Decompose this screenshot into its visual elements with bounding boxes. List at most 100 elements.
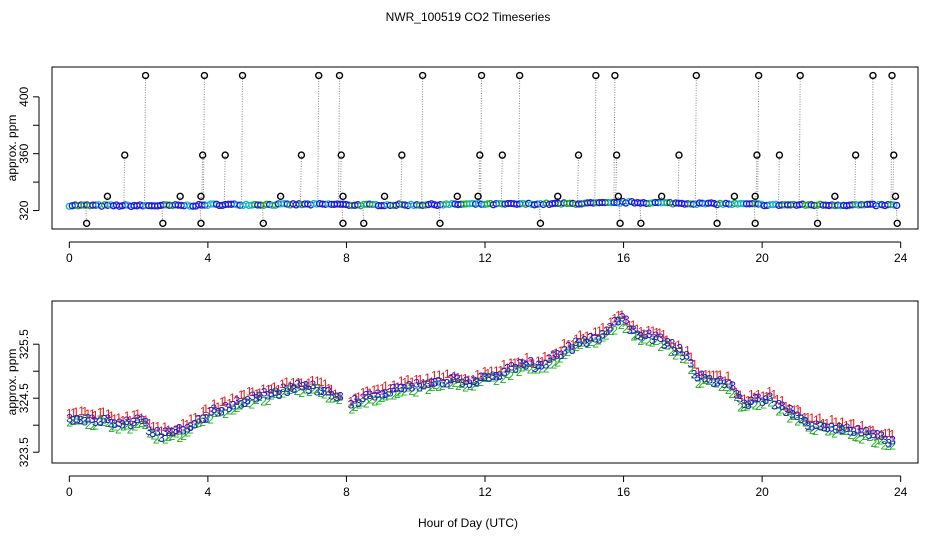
- series-3-point: 3: [318, 384, 325, 398]
- series-2-point: 2: [611, 324, 618, 338]
- series-3-point: 3: [276, 388, 283, 402]
- series-3-point: 3: [836, 420, 843, 434]
- series-2-point: 2: [180, 429, 187, 443]
- series-2-point: 2: [142, 418, 149, 432]
- series-1-point: 1: [809, 411, 816, 425]
- series-1-point: 1: [97, 406, 104, 420]
- series-1-point: 1: [515, 355, 522, 369]
- series-1-point: 1: [859, 419, 866, 433]
- series-3-point: 3: [478, 370, 485, 384]
- baseline-points: [65, 197, 901, 211]
- series-1-point: 1: [862, 424, 869, 438]
- series-2-point: 2: [157, 430, 164, 444]
- series-3-point: 3: [134, 412, 141, 426]
- series-1-point: 1: [679, 345, 686, 359]
- series-3-point: 3: [92, 415, 99, 429]
- series-2-point: 2: [367, 392, 374, 406]
- series-3-point: 3: [522, 359, 529, 373]
- series-2-point: 2: [268, 388, 275, 402]
- series-2-point: 2: [352, 400, 359, 414]
- series-1-point: 1: [482, 364, 489, 378]
- series-2-point: 2: [401, 385, 408, 399]
- series-3-point: 3: [550, 349, 557, 363]
- spike-point: [536, 219, 545, 228]
- series-2-point: 2: [752, 399, 759, 413]
- series-3-point: 3: [187, 420, 194, 434]
- series-3-point: 3: [885, 437, 892, 451]
- series-1-point: 1: [127, 413, 134, 427]
- series-3-point: 3: [657, 331, 664, 345]
- series-3-point: 3: [440, 377, 447, 391]
- series-2-point: 2: [111, 419, 118, 433]
- series-3-point: 3: [733, 388, 740, 402]
- series-2-point: 2: [77, 414, 84, 428]
- series-3-point: 3: [802, 414, 809, 428]
- series-2-point: 2: [778, 403, 785, 417]
- spike-line: [202, 75, 205, 206]
- spike-line: [455, 196, 458, 205]
- series-2-point: 2: [561, 348, 568, 362]
- series-3-point: 3: [226, 401, 233, 415]
- series-1-point: 1: [836, 420, 843, 434]
- series-2-point: 2: [151, 429, 158, 443]
- x-tick-label: 20: [755, 251, 769, 265]
- series-1-point: 1: [70, 406, 77, 420]
- series-3-point: 3: [173, 423, 180, 437]
- series-1-point: 1: [146, 416, 153, 430]
- series-3-point: 3: [390, 382, 397, 396]
- spike-line: [144, 75, 147, 206]
- series-3-point: 3: [878, 429, 885, 443]
- series-3-point: 3: [623, 313, 630, 327]
- series-2-point: 2: [783, 405, 790, 419]
- series-1-point: 1: [774, 393, 781, 407]
- spike-line: [577, 155, 580, 204]
- series-1-point: 1: [760, 389, 767, 403]
- spike-point: [498, 151, 507, 159]
- series-1-point: 1: [878, 428, 885, 442]
- series-2-point: 2: [852, 430, 859, 444]
- y-tick-label: 320: [17, 200, 31, 220]
- series-2-point: 2: [760, 398, 767, 412]
- series-3-point: 3: [694, 371, 701, 385]
- series-3-point: 3: [512, 361, 519, 375]
- series-2-point: 2: [448, 378, 455, 392]
- baseline-point: [893, 201, 901, 210]
- series-1-point: 1: [134, 407, 141, 421]
- spike-line: [677, 155, 680, 204]
- spike-point: [637, 219, 645, 228]
- series-2-point: 2: [577, 338, 584, 352]
- series-2-point: 2: [831, 427, 838, 441]
- y-tick-label: 400: [17, 87, 31, 107]
- series-2-point: 2: [382, 390, 389, 404]
- series-1-point: 1: [565, 337, 572, 351]
- series-1-point: 1: [850, 417, 857, 431]
- series-1-point: 1: [535, 354, 542, 368]
- spike-point: [297, 151, 306, 159]
- spike-line: [223, 155, 226, 205]
- series-2-point: 2: [787, 412, 794, 426]
- series-2-point: 2: [429, 380, 436, 394]
- series-1-point: 1: [108, 409, 115, 423]
- series-3-point: 3: [828, 420, 835, 434]
- series-2-point: 2: [333, 391, 340, 405]
- series-1-point: 1: [663, 333, 670, 347]
- series-1-point: 1: [451, 369, 458, 383]
- series-1-point: 1: [592, 325, 599, 339]
- series-1-point: 1: [105, 407, 112, 421]
- series-1-point: 1: [626, 318, 633, 332]
- series-1-point: 1: [813, 413, 820, 427]
- series-1-point: 1: [748, 387, 755, 401]
- series-3-point: 3: [355, 396, 362, 410]
- series-2-point: 2: [551, 358, 558, 372]
- series-3-point: 3: [337, 390, 344, 404]
- series-3-point: 3: [855, 422, 862, 436]
- series-2-point: 2: [435, 380, 442, 394]
- series-3-point: 3: [371, 389, 378, 403]
- series-1-point: 1: [238, 388, 245, 402]
- spike-points: [82, 71, 901, 228]
- series-3-point: 3: [858, 425, 865, 439]
- series-1-point: 1: [85, 407, 92, 421]
- series-1-point: 1: [763, 390, 770, 404]
- series-2-point: 2: [485, 370, 492, 384]
